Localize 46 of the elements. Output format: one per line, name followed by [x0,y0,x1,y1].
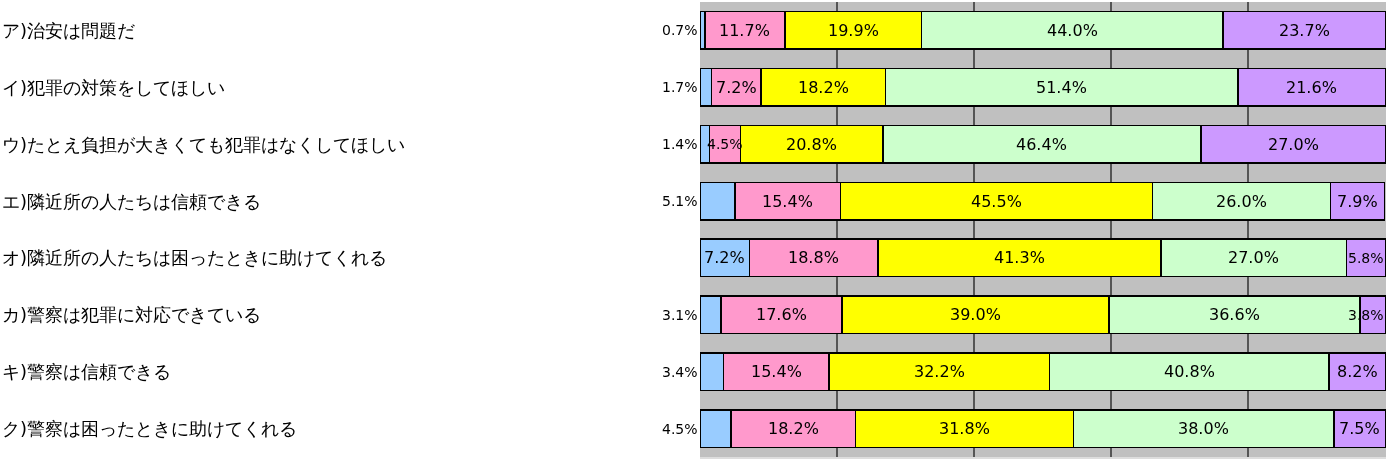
data-label: 39.0% [950,305,1001,324]
data-label: 7.5% [1339,419,1380,438]
data-label: 18.2% [798,78,849,97]
data-label: 7.9% [1337,192,1378,211]
y-tick-label: ア)治安は問題だ [2,20,136,41]
data-label: 21.6% [1286,78,1337,97]
data-label: 5.1% [662,193,698,209]
data-label: 38.0% [1178,419,1229,438]
y-tick-label: イ)犯罪の対策をしてほしい [2,77,226,98]
y-tick-label: カ)警察は犯罪に対応できている [2,304,262,325]
data-label: 19.9% [828,21,879,40]
data-label: 5.8% [1348,250,1384,266]
data-label: 7.2% [704,248,745,267]
data-label: 31.8% [939,419,990,438]
data-label: 26.0% [1216,192,1267,211]
data-label: 45.5% [971,192,1022,211]
data-label: 46.4% [1016,135,1067,154]
y-tick-label: ウ)たとえ負担が大きくても犯罪はなくしてほしい [2,134,406,155]
data-label: 17.6% [756,305,807,324]
data-label: 1.4% [662,136,698,152]
data-label: 1.7% [662,79,698,95]
data-label: 18.8% [788,248,839,267]
data-label: 23.7% [1279,21,1330,40]
data-label: 4.5% [662,421,698,437]
data-label: 44.0% [1047,21,1098,40]
data-label: 27.0% [1268,135,1319,154]
data-label: 3.4% [662,364,698,380]
data-label: 18.2% [768,419,819,438]
y-tick-label: キ)警察は信頼できる [2,361,172,382]
y-tick-label: オ)隣近所の人たちは困ったときに助けてくれる [2,247,388,268]
data-label: 3.1% [662,307,698,323]
data-label: 51.4% [1036,78,1087,97]
data-label: 36.6% [1209,305,1260,324]
y-tick-label: ク)警察は困ったときに助けてくれる [2,418,298,439]
data-label: 8.2% [1337,362,1378,381]
data-label: 27.0% [1228,248,1279,267]
data-label: 0.7% [662,22,698,38]
data-label: 20.8% [786,135,837,154]
y-tick-label: エ)隣近所の人たちは信頼できる [2,191,262,212]
data-label: 15.4% [762,192,813,211]
data-label: 40.8% [1164,362,1215,381]
data-label: 32.2% [914,362,965,381]
data-label: 15.4% [751,362,802,381]
data-label: 41.3% [994,248,1045,267]
data-label: 11.7% [719,21,770,40]
data-label: 7.2% [716,78,757,97]
